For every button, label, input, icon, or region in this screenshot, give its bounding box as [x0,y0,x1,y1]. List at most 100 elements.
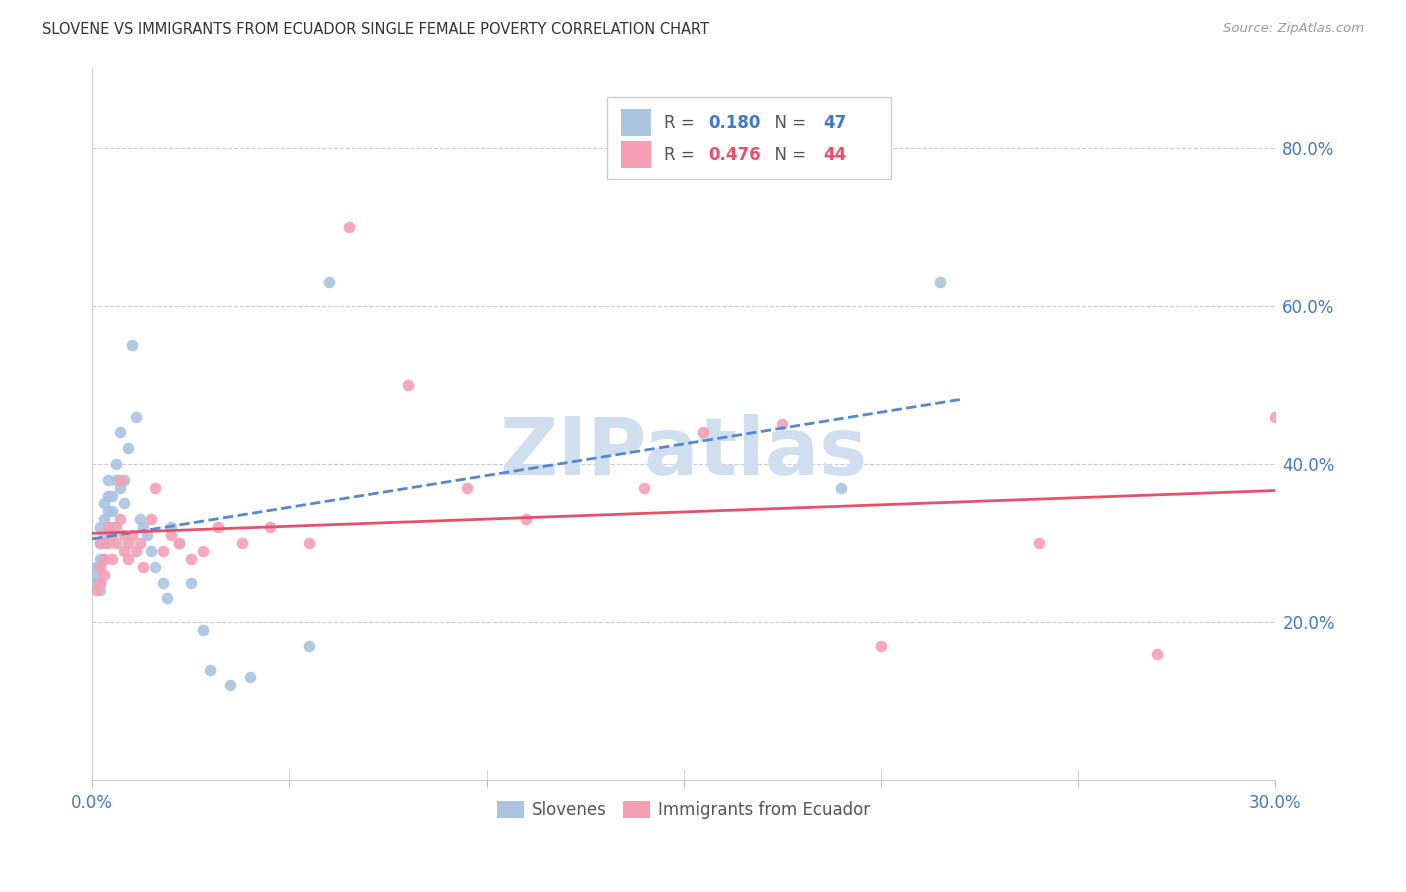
Point [1146,647,1168,661]
Point [97,504,120,518]
Point [207,520,229,534]
Point [104,536,127,550]
Point [117,441,139,455]
Text: R =: R = [664,113,700,132]
Point [101,504,124,518]
Point [108,481,131,495]
Point [515,512,537,526]
Point [89,559,111,574]
Point [89,552,111,566]
Point [84,567,107,582]
Point [143,481,166,495]
Point [692,425,714,440]
Point [117,536,139,550]
Point [89,536,111,550]
Text: ZIPatlas: ZIPatlas [499,414,868,491]
Point [93,552,115,566]
Point [200,663,222,677]
Point [121,338,143,352]
Point [929,275,952,289]
Point [128,512,150,526]
Point [101,520,124,534]
Point [167,536,190,550]
Text: N =: N = [765,145,811,163]
Point [141,544,163,558]
Point [97,536,120,550]
Point [93,536,115,550]
Point [770,417,793,432]
Point [124,544,146,558]
Point [1028,536,1050,550]
Point [160,520,183,534]
Point [93,512,115,526]
Point [152,575,174,590]
Point [136,528,159,542]
Point [104,457,127,471]
Point [97,520,120,534]
Text: N =: N = [765,113,811,132]
Point [89,559,111,574]
Point [101,552,124,566]
Point [84,559,107,574]
Point [180,575,202,590]
Legend: Slovenes, Immigrants from Ecuador: Slovenes, Immigrants from Ecuador [491,794,877,825]
Point [143,559,166,574]
Point [112,544,135,558]
Point [298,536,321,550]
Point [191,623,214,637]
Point [97,489,120,503]
Point [831,481,853,495]
Point [152,544,174,558]
Point [318,275,340,289]
Point [231,536,253,550]
FancyBboxPatch shape [607,97,891,178]
Point [132,559,155,574]
Point [112,496,135,510]
Text: R =: R = [664,145,700,163]
Point [89,536,111,550]
Point [132,520,155,534]
Point [89,575,111,590]
Point [167,536,190,550]
Point [337,219,360,234]
Point [298,639,321,653]
Point [121,528,143,542]
Text: SLOVENE VS IMMIGRANTS FROM ECUADOR SINGLE FEMALE POVERTY CORRELATION CHART: SLOVENE VS IMMIGRANTS FROM ECUADOR SINGL… [42,22,709,37]
Point [104,473,127,487]
Point [108,473,131,487]
Point [191,544,214,558]
Point [101,489,124,503]
Point [108,425,131,440]
Point [128,536,150,550]
Point [97,473,120,487]
Point [84,575,107,590]
Point [219,678,242,692]
Point [1264,409,1286,424]
Point [93,496,115,510]
Point [141,512,163,526]
Point [112,473,135,487]
Point [89,583,111,598]
Text: 0.180: 0.180 [709,113,761,132]
Text: 47: 47 [824,113,846,132]
Point [108,512,131,526]
FancyBboxPatch shape [621,141,651,169]
Point [160,528,183,542]
Point [84,583,107,598]
Point [156,591,179,606]
Text: Source: ZipAtlas.com: Source: ZipAtlas.com [1223,22,1364,36]
Point [180,552,202,566]
Point [93,567,115,582]
Point [870,639,893,653]
Point [112,528,135,542]
Point [633,481,655,495]
Point [93,552,115,566]
Point [104,520,127,534]
Text: 0.476: 0.476 [709,145,761,163]
Point [93,528,115,542]
Point [89,520,111,534]
Point [396,377,419,392]
Point [89,575,111,590]
Text: 44: 44 [824,145,846,163]
Point [456,481,478,495]
